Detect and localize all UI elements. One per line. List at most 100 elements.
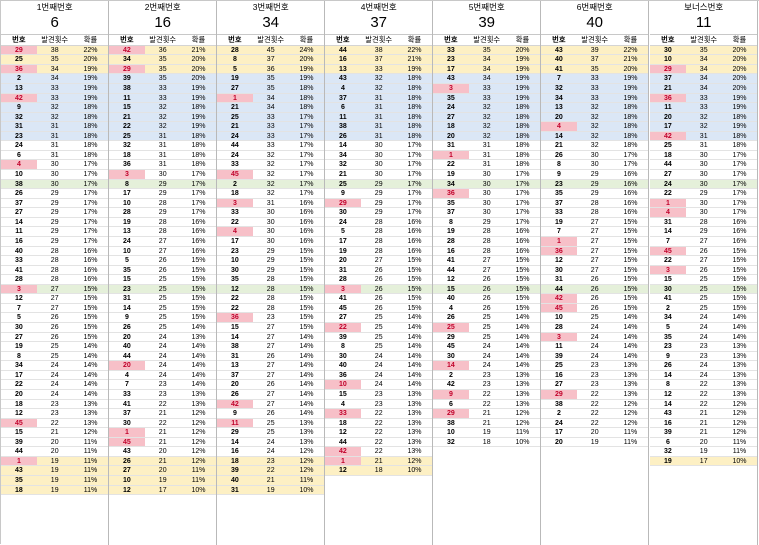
table-row: 12 18 10%: [325, 466, 433, 476]
cell-number: 8: [16, 352, 21, 360]
table-row: 12 28 15%: [217, 284, 325, 295]
cell-number: 37: [447, 209, 455, 217]
cell-number: 29: [447, 333, 455, 341]
cell-probability: 15%: [407, 276, 422, 284]
cell-probability: 18%: [515, 161, 530, 169]
cell-number: 29: [433, 409, 469, 418]
cell-probability: 16%: [407, 218, 422, 226]
cell-probability: 16%: [83, 247, 98, 255]
cell-count: 25: [266, 429, 275, 437]
cell-probability: 19%: [515, 84, 530, 92]
cell-count: 22: [699, 381, 708, 389]
cell-number: 2: [16, 75, 21, 83]
cell-probability: 13%: [732, 371, 747, 379]
cell-count: 22: [482, 400, 491, 408]
cell-number: 9: [16, 104, 21, 112]
table-row: 3 26 15%: [325, 284, 433, 295]
cell-probability: 14%: [299, 381, 314, 389]
header-count: 발견횟수: [690, 35, 718, 44]
table-row: 44 27 15%: [433, 266, 541, 276]
cell-probability: 15%: [515, 295, 530, 303]
cell-count: 25: [50, 343, 59, 351]
cell-probability: 17%: [299, 171, 314, 178]
block-title: 4번째번호: [360, 2, 397, 12]
cell-number: 11: [217, 418, 253, 428]
cell-probability: 21%: [623, 56, 638, 64]
cell-probability: 13%: [191, 333, 206, 341]
cell-number: 27: [339, 314, 347, 322]
table-row: 7 33 19%: [541, 74, 649, 84]
cell-probability: 11%: [299, 477, 314, 484]
cell-probability: 14%: [191, 381, 206, 389]
cell-probability: 21%: [407, 56, 422, 64]
table-row: 12 17 10%: [109, 485, 217, 496]
cell-count: 28: [266, 285, 275, 293]
table-row: 10 34 20%: [650, 55, 758, 65]
cell-count: 30: [699, 171, 708, 178]
cell-probability: 13%: [732, 362, 747, 370]
cell-count: 31: [699, 132, 708, 140]
table-row: 38 27 14%: [217, 342, 325, 352]
cell-number: 42: [217, 399, 253, 409]
cell-count: 27: [590, 218, 599, 226]
table-row: 11 24 14%: [541, 342, 649, 352]
cell-count: 32: [482, 132, 491, 140]
cell-probability: 10%: [191, 486, 206, 494]
table-row: 45 22 13%: [1, 418, 109, 429]
cell-count: 29: [590, 171, 599, 178]
cell-number: 42: [650, 131, 686, 141]
cell-probability: 17%: [299, 142, 314, 150]
cell-number: 14: [664, 371, 672, 379]
table-row: 1 21 12%: [109, 428, 217, 438]
cell-probability: 14%: [299, 390, 314, 398]
table-row: 2 32 17%: [217, 179, 325, 190]
cell-probability: 14%: [515, 343, 530, 351]
cell-number: 33: [231, 209, 239, 217]
block-title: 6번째번호: [576, 2, 613, 12]
cell-probability: 17%: [407, 190, 422, 198]
table-row: 41 26 15%: [325, 294, 433, 304]
table-row: 42 33 19%: [1, 93, 109, 104]
cell-probability: 19%: [732, 94, 747, 102]
table-row: 26 25 14%: [433, 313, 541, 323]
header-count: 발견횟수: [149, 35, 177, 44]
table-row: 17 28 16%: [325, 237, 433, 247]
table-row: 10 25 14%: [541, 313, 649, 323]
cell-probability: 14%: [623, 324, 638, 331]
cell-number: 4: [340, 84, 345, 92]
cell-probability: 15%: [191, 257, 206, 265]
cell-number: 18: [231, 190, 239, 198]
cell-count: 37: [590, 56, 599, 64]
cell-probability: 17%: [407, 171, 422, 178]
cell-number: 19: [447, 171, 455, 178]
cell-count: 25: [482, 314, 491, 322]
cell-probability: 14%: [407, 333, 422, 341]
cell-count: 20: [699, 438, 708, 446]
table-row: 10 30 17%: [1, 170, 109, 180]
table-row: 10 27 16%: [109, 247, 217, 257]
cell-probability: 19%: [191, 94, 206, 102]
table-row: 24 30 17%: [650, 179, 758, 190]
cell-count: 30: [374, 142, 383, 150]
cell-number: 41: [123, 400, 131, 408]
table-row: 44 33 17%: [217, 141, 325, 151]
cell-count: 27: [50, 295, 59, 303]
cell-number: 27: [447, 113, 455, 121]
column-header-row: 번호 발견횟수 확률: [109, 35, 217, 46]
table-row: 9 25 15%: [109, 313, 217, 323]
cell-number: 24: [231, 151, 239, 159]
cell-probability: 17%: [299, 161, 314, 169]
cell-count: 25: [482, 324, 491, 331]
cell-number: 24: [231, 132, 239, 140]
cell-probability: 17%: [407, 180, 422, 188]
cell-number: 25: [433, 323, 469, 332]
cell-probability: 17%: [191, 190, 206, 198]
cell-number: 25: [123, 132, 131, 140]
table-row: 6 22 13%: [433, 400, 541, 410]
cell-number: 26: [123, 324, 131, 331]
cell-probability: 12%: [191, 419, 206, 427]
cell-probability: 17%: [83, 190, 98, 198]
table-row: 4 23 13%: [325, 400, 433, 410]
cell-count: 26: [50, 333, 59, 341]
cell-count: 29: [50, 228, 59, 236]
